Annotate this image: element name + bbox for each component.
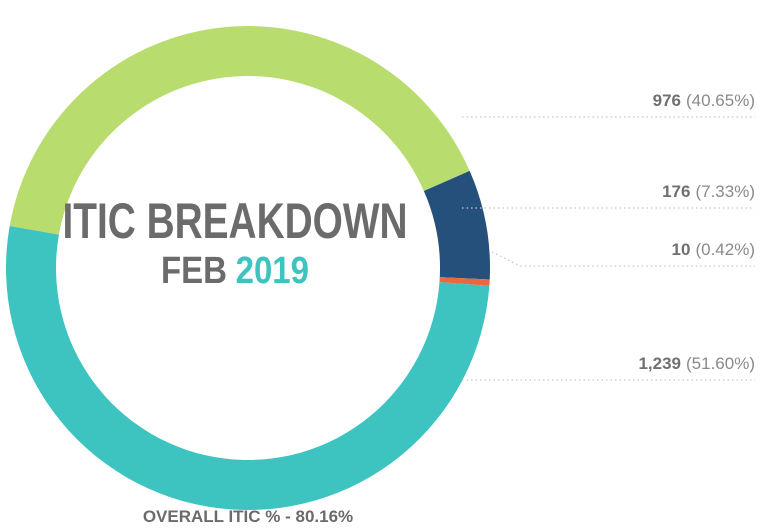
legend-label: 10 (0.42%) bbox=[672, 240, 755, 259]
chart-title: ITIC BREAKDOWN bbox=[63, 193, 408, 249]
value-label: 10 bbox=[672, 240, 691, 259]
subtitle-year: 2019 bbox=[236, 250, 309, 292]
value-label: 976 bbox=[653, 91, 681, 110]
donut-slice bbox=[439, 277, 490, 286]
percent-label: (51.60%) bbox=[686, 354, 755, 373]
donut bbox=[5, 26, 490, 511]
legend-label: 176 (7.33%) bbox=[662, 182, 755, 201]
footer: OVERALL ITIC % - 80.16% bbox=[143, 507, 353, 526]
value-label: 176 bbox=[662, 182, 690, 201]
subtitle-month: FEB bbox=[161, 250, 227, 292]
legend-label: 976 (40.65%) bbox=[653, 91, 755, 110]
legend: 976 (40.65%) 176 (7.33%) 10 (0.42%) 1,239 (51.6… bbox=[462, 91, 755, 381]
donut-slice bbox=[423, 170, 490, 280]
value-label: 1,239 bbox=[638, 354, 681, 373]
legend-label: 1,239 (51.60%) bbox=[638, 354, 755, 373]
leader-line bbox=[491, 251, 755, 267]
donut-slice bbox=[5, 225, 490, 511]
percent-label: (7.33%) bbox=[695, 182, 755, 201]
donut-slice bbox=[9, 26, 470, 235]
chart-subtitle: FEB2019 bbox=[161, 250, 309, 292]
percent-label: (0.42%) bbox=[695, 240, 755, 259]
percent-label: (40.65%) bbox=[686, 91, 755, 110]
